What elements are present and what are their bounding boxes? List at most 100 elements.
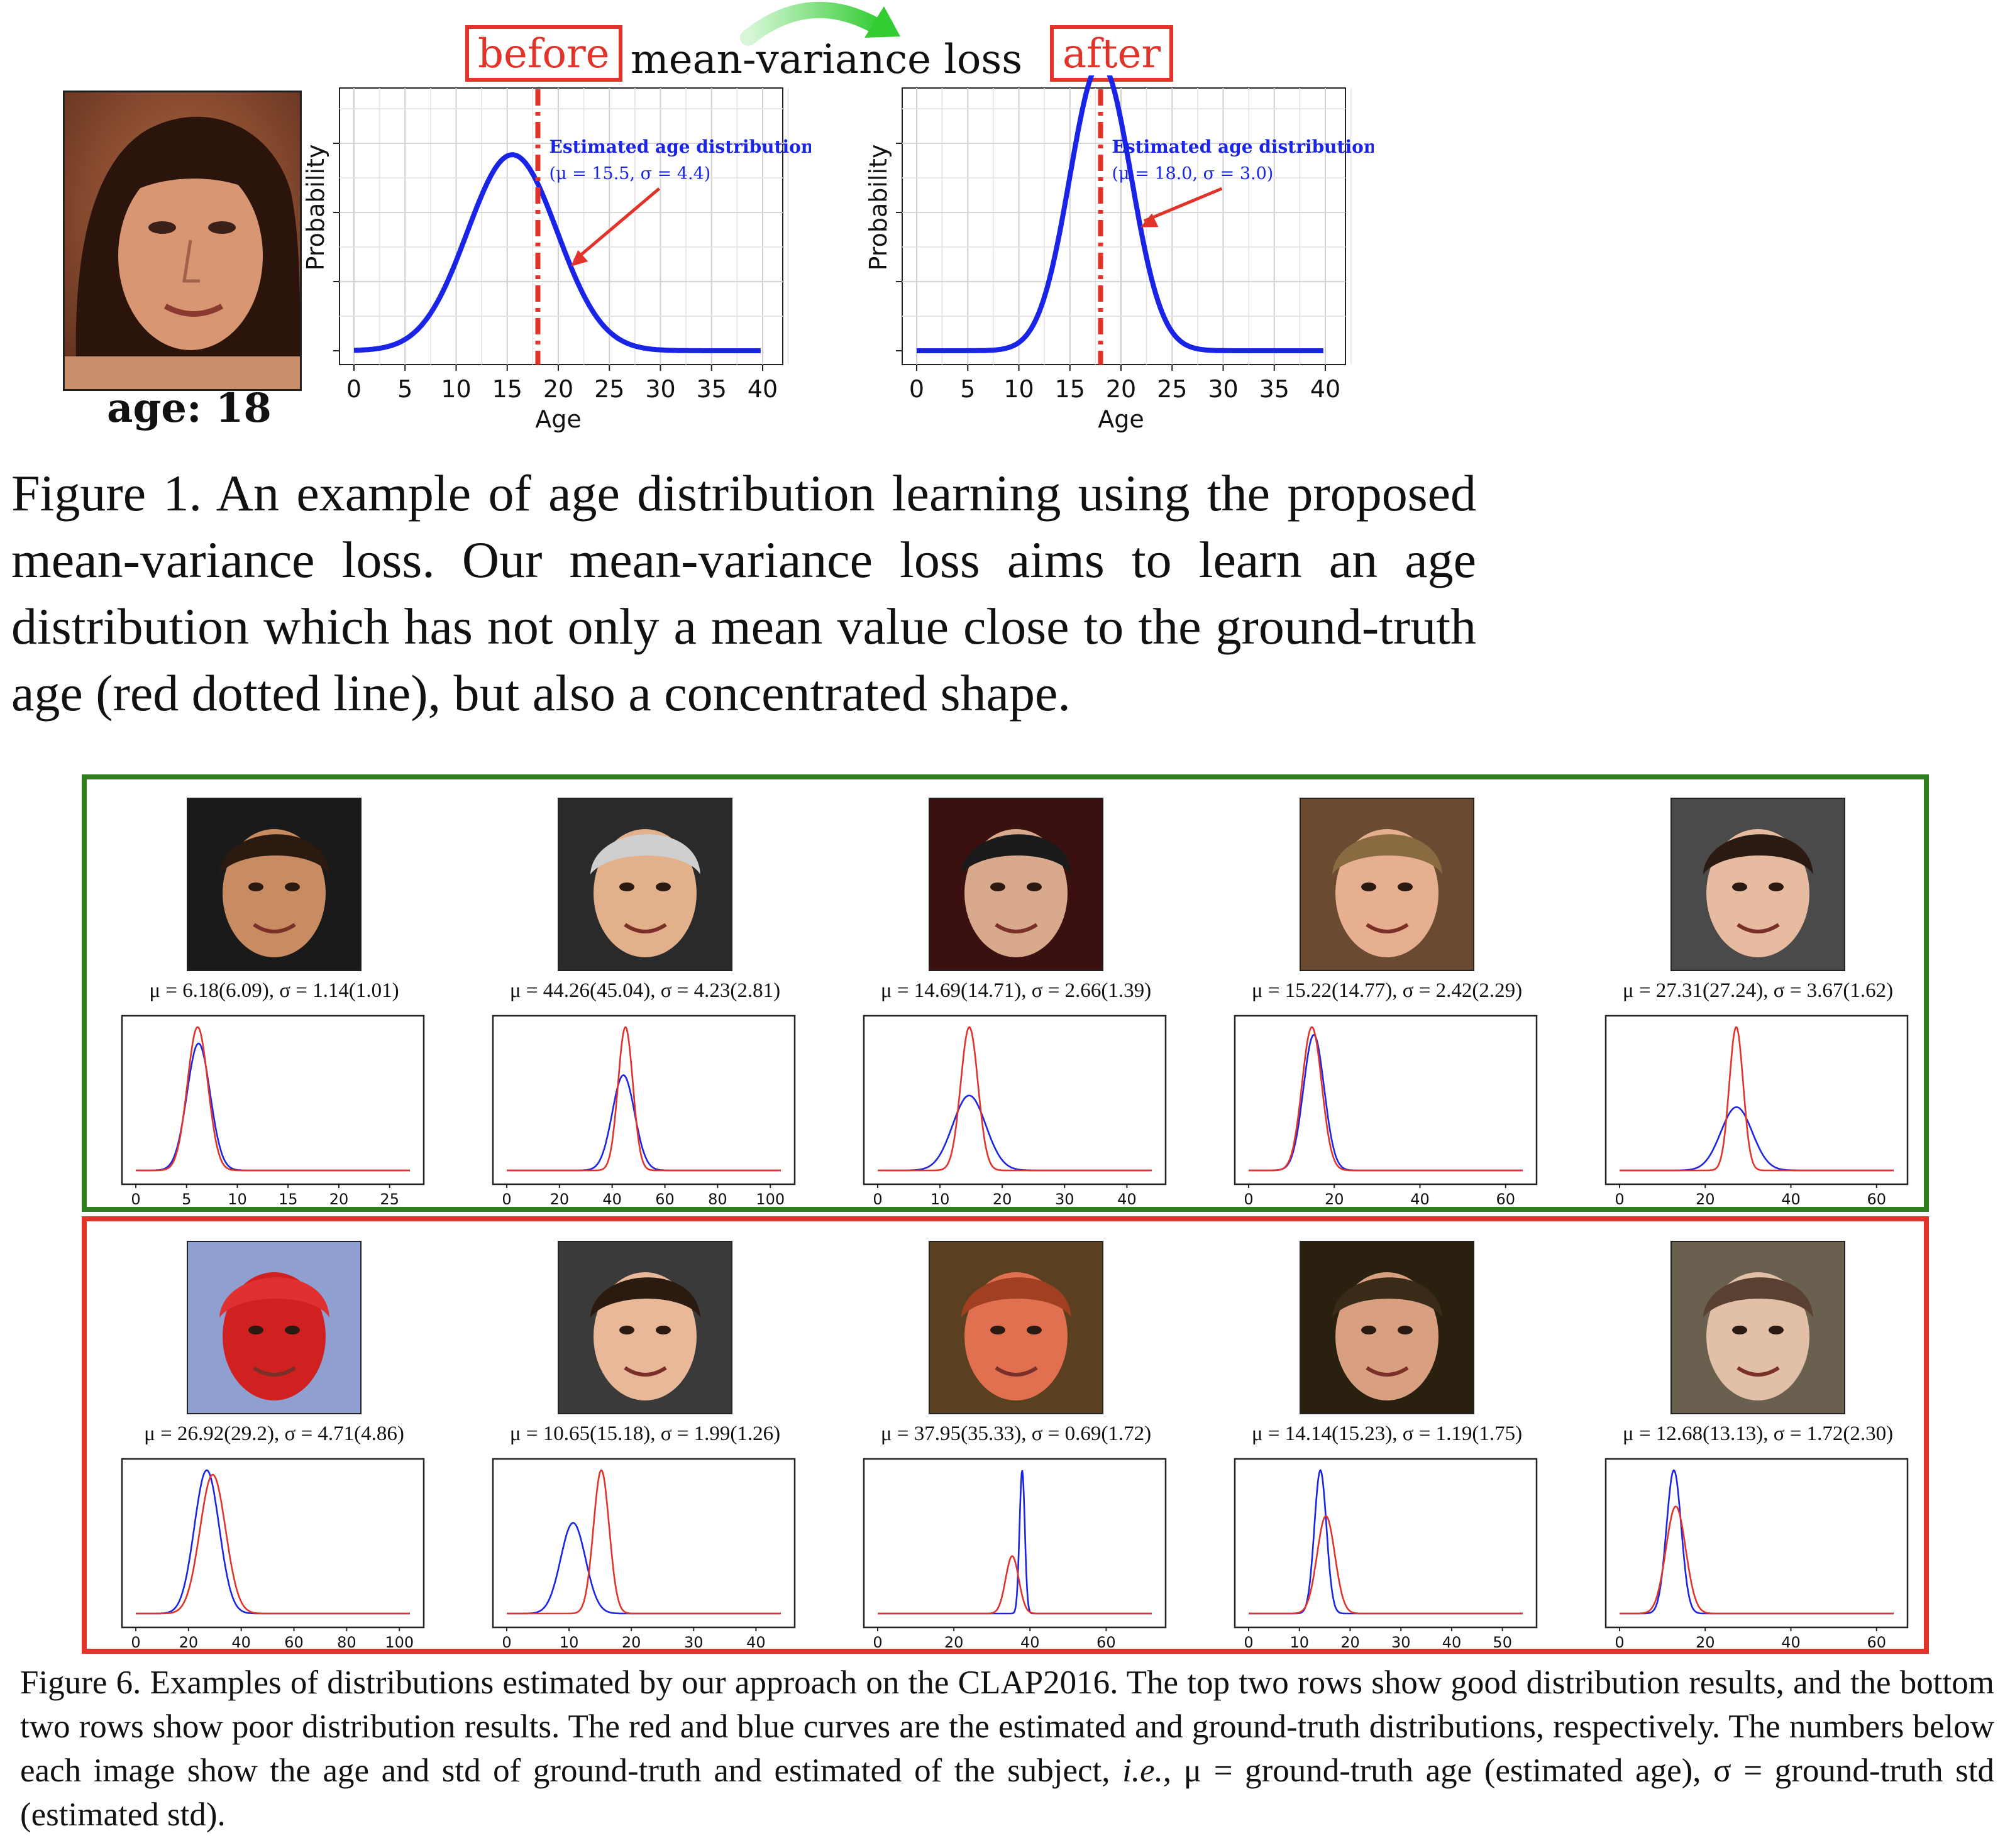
x-tick-label: 60 <box>655 1191 675 1207</box>
estimated-curve <box>136 1473 410 1615</box>
x-tick-label: 80 <box>337 1634 356 1650</box>
mouth <box>995 923 1038 933</box>
annotation-arrow <box>573 187 661 261</box>
x-tick-label: 60 <box>1496 1191 1515 1207</box>
mean-std-label: μ = 15.22(14.77), σ = 2.42(2.29) <box>1251 979 1523 1002</box>
eye-right <box>1398 883 1413 891</box>
mini-plot-frame <box>492 1458 796 1629</box>
subject-face-photo <box>929 1241 1103 1414</box>
face-shape <box>223 829 326 957</box>
x-tick-label: 35 <box>697 375 727 403</box>
estimated-curve <box>1620 1505 1894 1615</box>
hair-shape <box>219 1277 329 1317</box>
x-tick-label: 40 <box>748 375 778 403</box>
face-illustration <box>559 1242 731 1413</box>
eye-left <box>990 883 1005 891</box>
mean-std-label: μ = 26.92(29.2), σ = 4.71(4.86) <box>144 1422 404 1445</box>
face-illustration <box>188 1242 360 1413</box>
x-tick-label: 5 <box>960 375 975 403</box>
eye-left <box>1361 1326 1376 1334</box>
estimated-curve <box>1249 1515 1523 1615</box>
x-tick-label: 60 <box>1867 1191 1886 1207</box>
face-illustration <box>1301 1242 1473 1413</box>
eye-left <box>248 883 263 891</box>
x-tick-label: 20 <box>944 1634 964 1650</box>
mouth <box>253 1366 296 1377</box>
good-results-box <box>82 774 1929 1212</box>
transition-arrow-icon <box>740 1 900 46</box>
x-tick-label: 60 <box>1096 1634 1116 1650</box>
x-tick-label: 0 <box>346 375 362 403</box>
estimated-curve <box>507 1469 781 1615</box>
x-tick-label: 40 <box>1781 1634 1801 1650</box>
estimated-curve <box>1249 1026 1523 1172</box>
hair-shape <box>1332 1277 1442 1317</box>
face-illustration <box>1672 1242 1844 1413</box>
x-tick-label: 30 <box>684 1634 704 1650</box>
x-axis-label: Age <box>1098 405 1144 433</box>
x-tick-label: 80 <box>708 1191 727 1207</box>
x-tick-label: 100 <box>385 1634 414 1650</box>
estimated-distribution-curve <box>917 75 1323 353</box>
mouth <box>624 1366 667 1377</box>
x-tick-label: 50 <box>1493 1634 1512 1650</box>
mean-std-label: μ = 14.69(14.71), σ = 2.66(1.39) <box>880 979 1152 1002</box>
subject-face-photo <box>1670 798 1845 971</box>
estimated-curve <box>878 1555 1152 1615</box>
x-tick-label: 20 <box>179 1634 199 1650</box>
mean-std-label: μ = 44.26(45.04), σ = 4.23(2.81) <box>509 979 781 1002</box>
mini-plot-frame <box>1234 1458 1538 1629</box>
subject-face-photo <box>1300 1241 1474 1414</box>
x-tick-label: 15 <box>1055 375 1085 403</box>
before-tag: before <box>465 25 622 82</box>
eye-right <box>1027 1326 1042 1334</box>
x-tick-label: 10 <box>930 1191 950 1207</box>
eye-left <box>1732 883 1747 891</box>
mouth <box>1737 923 1780 933</box>
x-tick-label: 0 <box>502 1634 511 1650</box>
x-tick-label: 0 <box>873 1191 882 1207</box>
mean-std-label: μ = 37.95(35.33), σ = 0.69(1.72) <box>880 1422 1152 1445</box>
x-tick-label: 40 <box>1020 1634 1040 1650</box>
eye-left <box>990 1326 1005 1334</box>
x-tick-label: 0 <box>131 1191 140 1207</box>
x-tick-label: 0 <box>131 1634 140 1650</box>
face-shape <box>1706 829 1809 957</box>
x-tick-label: 25 <box>1157 375 1187 403</box>
eye-right <box>1398 1326 1413 1334</box>
plot-frame <box>339 87 783 365</box>
hair-shape <box>219 834 329 874</box>
face-illustration <box>1301 799 1473 970</box>
y-axis-label: Probability <box>302 145 329 271</box>
annotation-params: (μ = 15.5, σ = 4.4) <box>549 164 711 184</box>
caption-ie: i.e. <box>1122 1752 1163 1789</box>
estimated-curve <box>136 1026 410 1172</box>
eye-right <box>285 1326 300 1334</box>
x-tick-label: 0 <box>502 1191 511 1207</box>
distribution-mini-chart: 0 20 40 60 <box>863 1458 1167 1650</box>
subject-face-photo <box>63 91 302 391</box>
hair-shape <box>961 1277 1071 1317</box>
estimated-distribution-curve <box>353 152 761 353</box>
face-illustration <box>188 799 360 970</box>
face-shape <box>1706 1272 1809 1400</box>
x-tick-label: 25 <box>594 375 624 403</box>
x-tick-label: 0 <box>1615 1191 1624 1207</box>
hair-shape <box>1703 834 1813 874</box>
x-tick-label: 0 <box>909 375 924 403</box>
distribution-mini-chart: 0 20 40 60 <box>1604 1015 1909 1207</box>
mouth <box>253 923 296 933</box>
x-tick-label: 40 <box>602 1191 622 1207</box>
x-tick-label: 20 <box>543 375 573 403</box>
x-tick-label: 20 <box>550 1191 570 1207</box>
face-shape <box>1335 1272 1438 1400</box>
mouth <box>624 923 667 933</box>
subject-face-photo <box>558 798 732 971</box>
x-tick-label: 40 <box>231 1634 251 1650</box>
x-tick-label: 40 <box>1310 375 1340 403</box>
eye-right <box>1769 883 1784 891</box>
face-shape <box>964 829 1068 957</box>
subject-face-photo <box>1300 798 1474 971</box>
x-tick-label: 40 <box>1442 1634 1462 1650</box>
after-distribution-chart: 0 5 10 15 20 25 30 35 40 Age Probability Estimated … <box>864 75 1374 433</box>
